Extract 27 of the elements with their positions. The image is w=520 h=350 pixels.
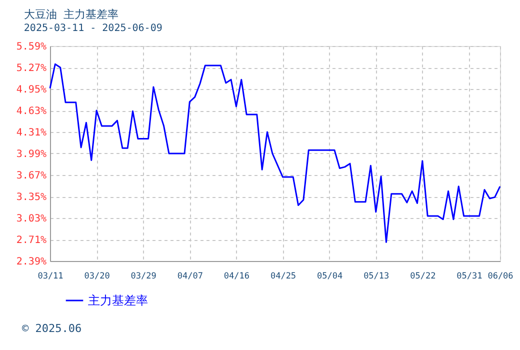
y-tick-label: 4.31%: [16, 128, 46, 138]
y-tick-label: 3.99%: [16, 149, 46, 160]
x-tick-label: 05/31: [456, 272, 482, 282]
x-tick-label: 04/07: [177, 272, 203, 282]
text: © 2025.06: [22, 322, 82, 335]
x-tick-label: 04/25: [270, 272, 296, 282]
x-tick-label: 05/22: [410, 272, 436, 282]
y-tick-label: 4.95%: [16, 84, 46, 96]
x-tick-label: 05/04: [317, 272, 343, 282]
x-tick-label: 03/29: [130, 272, 156, 282]
y-tick-label: 3.35%: [16, 192, 46, 203]
line-series: [49, 63, 501, 243]
y-tick-label: 2.71%: [16, 235, 46, 246]
x-tick-label: 04/16: [224, 272, 250, 282]
y-tick-label: 5.27%: [16, 63, 46, 74]
y-tick-label: 5.59%: [16, 42, 46, 52]
y-tick-label: 3.03%: [16, 214, 46, 224]
chart-subtitle: 2025-03-11 - 2025-06-09: [24, 23, 162, 34]
legend-label: 主力基差率: [88, 294, 148, 308]
x-tick-label: 03/11: [38, 272, 64, 282]
y-tick-label: 3.67%: [16, 170, 46, 182]
x-tick-label: 06/06: [488, 272, 514, 282]
y-tick-label: 2.39%: [16, 256, 46, 268]
y-tick-label: 4.63%: [16, 106, 46, 117]
chart-title: 大豆油 主力基差率: [24, 8, 119, 21]
x-tick-label: 05/13: [364, 272, 390, 282]
x-tick-label: 03/20: [84, 272, 110, 282]
